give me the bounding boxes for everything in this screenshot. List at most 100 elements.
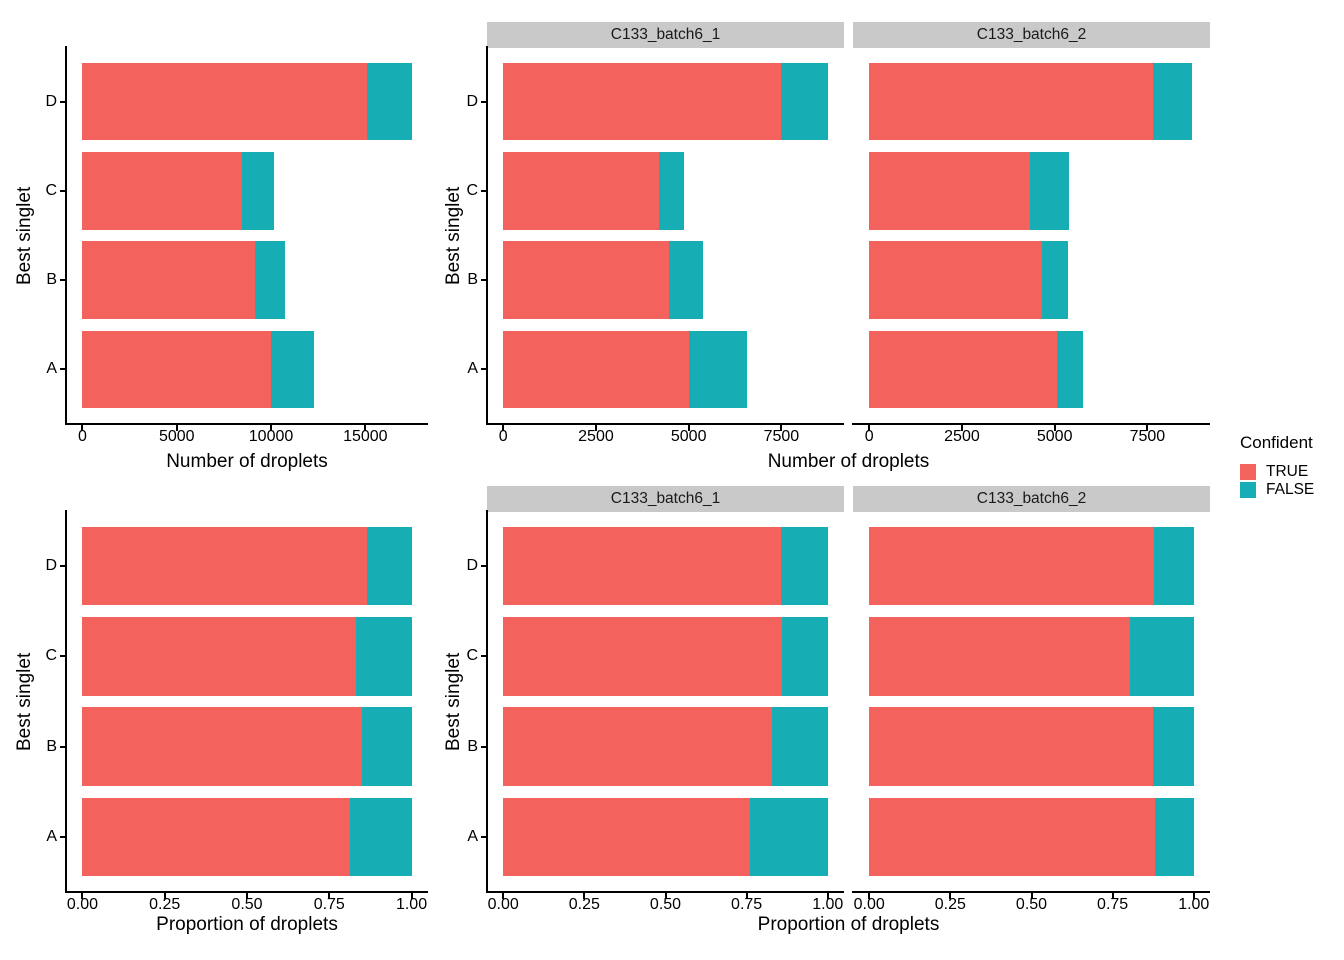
bar-segment-false xyxy=(749,797,828,877)
x-tick-mark xyxy=(960,425,963,431)
x-tick-mark xyxy=(949,893,952,899)
x-tick-label: 0.50 xyxy=(1015,896,1048,913)
x-tick-label: 0 xyxy=(78,428,87,445)
legend-swatch-true-icon xyxy=(1240,464,1256,480)
facet-strip-label: C133_batch6_2 xyxy=(976,490,1087,507)
y-tick-mark xyxy=(481,655,487,658)
x-tick-mark xyxy=(81,425,84,431)
x-tick-mark xyxy=(780,425,783,431)
y-tick-mark xyxy=(481,368,487,371)
bar-segment-false xyxy=(1057,330,1083,409)
x-tick-label: 0.75 xyxy=(313,896,345,913)
bar-segment-true xyxy=(82,797,350,877)
bar-segment-false xyxy=(254,241,286,319)
x-tick-label: 7500 xyxy=(763,428,800,445)
x-tick-label: 5000 xyxy=(1036,428,1073,445)
x-tick-mark xyxy=(826,893,829,899)
facet-strip-label: C133_batch6_1 xyxy=(610,490,721,507)
y-tick-label: B xyxy=(46,737,57,755)
y-tick-mark xyxy=(60,835,66,838)
x-tick-mark xyxy=(868,893,871,899)
x-axis-line xyxy=(486,423,844,425)
bar-segment-false xyxy=(1029,152,1069,230)
x-tick-label: 0.00 xyxy=(487,896,519,913)
y-tick-label: D xyxy=(466,557,478,575)
y-tick-label: B xyxy=(467,737,478,755)
bar-segment-false xyxy=(367,62,412,141)
bar-segment-false xyxy=(241,152,275,230)
legend-title: Confident xyxy=(1240,433,1313,452)
x-tick-mark xyxy=(594,425,597,431)
x-tick-label: 0 xyxy=(864,428,874,445)
bar-segment-false xyxy=(1042,241,1068,319)
facet-strip-label: C133_batch6_2 xyxy=(976,26,1087,43)
y-axis-title: Best singlet xyxy=(443,652,464,751)
bar-segment-false xyxy=(781,62,828,141)
facet-strip-label: C133_batch6_1 xyxy=(610,26,721,43)
bar-segment-false xyxy=(1130,617,1194,696)
x-tick-mark xyxy=(270,425,273,431)
y-tick-mark xyxy=(481,835,487,838)
bar-segment-false xyxy=(688,330,748,409)
x-axis-line xyxy=(852,423,1210,425)
legend-label-false: FALSE xyxy=(1266,481,1315,498)
y-tick-mark xyxy=(60,189,66,192)
x-tick-label: 1.00 xyxy=(1178,896,1210,913)
x-tick-mark xyxy=(246,893,248,899)
x-tick-mark xyxy=(1111,893,1114,899)
x-tick-mark xyxy=(745,893,748,899)
y-tick-mark xyxy=(60,100,66,103)
y-tick-label: D xyxy=(466,92,478,110)
bar-segment-true xyxy=(503,241,669,319)
bar-segment-true xyxy=(869,152,1030,230)
bar-segment-false xyxy=(1154,797,1194,877)
x-axis-title-proportion: Proportion of droplets xyxy=(757,914,940,935)
y-tick-label: B xyxy=(467,271,478,289)
legend-item-true: TRUE xyxy=(1240,464,1314,480)
bar-segment-true xyxy=(503,797,750,877)
bar-segment-true xyxy=(503,617,783,696)
y-tick-label: C xyxy=(45,647,57,665)
x-tick-mark xyxy=(175,425,178,431)
x-tick-mark xyxy=(502,893,505,899)
legend-label-true: TRUE xyxy=(1266,463,1309,480)
x-tick-mark xyxy=(1053,425,1056,431)
bar-segment-true xyxy=(869,330,1058,409)
facet-strip: C133_batch6_1 xyxy=(487,22,844,48)
x-axis-line xyxy=(852,891,1210,893)
y-tick-mark xyxy=(481,279,487,282)
x-tick-label: 0.50 xyxy=(649,896,682,913)
bar-segment-false xyxy=(362,707,412,786)
bar-segment-false xyxy=(367,526,412,606)
y-axis-title: Best singlet xyxy=(14,652,35,751)
x-tick-mark xyxy=(868,425,871,431)
bar-segment-false xyxy=(1152,62,1193,141)
x-tick-mark xyxy=(687,425,690,431)
bar-segment-true xyxy=(503,330,689,409)
x-tick-label: 0.75 xyxy=(731,896,763,913)
facet-strip: C133_batch6_2 xyxy=(853,22,1210,48)
bar-segment-false xyxy=(1154,526,1194,606)
y-tick-mark xyxy=(60,655,66,658)
bar-segment-true xyxy=(82,62,368,141)
bar-segment-true xyxy=(82,526,368,606)
bar-segment-true xyxy=(82,152,242,230)
x-tick-mark xyxy=(163,893,166,899)
y-axis-line xyxy=(65,46,67,425)
y-axis-line xyxy=(486,510,488,893)
bar-segment-true xyxy=(82,330,272,409)
y-tick-label: C xyxy=(466,647,478,665)
y-tick-label: C xyxy=(45,181,57,199)
x-tick-label: 0.00 xyxy=(66,896,99,913)
bar-segment-true xyxy=(869,241,1043,319)
y-tick-label: A xyxy=(46,360,57,378)
bar-segment-true xyxy=(82,617,356,696)
x-tick-mark xyxy=(364,425,367,431)
x-axis-title-count: Number of droplets xyxy=(166,451,328,472)
bar-segment-false xyxy=(1152,707,1194,786)
bar-segment-true xyxy=(82,707,363,786)
y-tick-mark xyxy=(60,368,66,371)
x-tick-label: 0.75 xyxy=(1097,896,1129,913)
x-axis-title-proportion: Proportion of droplets xyxy=(156,914,338,935)
y-axis-line xyxy=(65,510,67,893)
